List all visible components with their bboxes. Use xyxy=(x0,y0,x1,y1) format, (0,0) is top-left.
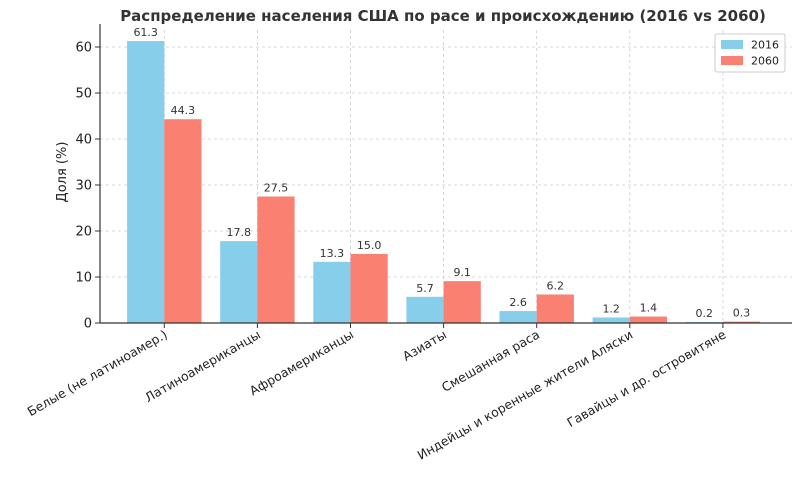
data-label-2060: 15.0 xyxy=(357,239,382,252)
y-tick-label: 50 xyxy=(75,87,92,102)
bar-2060 xyxy=(629,316,667,323)
y-tick-label: 20 xyxy=(75,225,92,240)
data-label-2060: 0.3 xyxy=(733,307,751,320)
bar-2016 xyxy=(592,317,630,323)
y-axis-label: Доля (%) xyxy=(55,142,70,203)
data-label-2060: 1.4 xyxy=(640,302,658,315)
data-label-2060: 27.5 xyxy=(264,182,289,195)
bar-2016 xyxy=(220,241,258,323)
data-label-2016: 5.7 xyxy=(416,282,434,295)
data-label-2060: 9.1 xyxy=(453,266,471,279)
y-tick-label: 0 xyxy=(84,317,92,332)
legend-swatch-2016 xyxy=(721,40,743,49)
x-tick-label: Афроамериканцы xyxy=(247,327,356,399)
bar-2060 xyxy=(257,196,295,323)
legend-label-2016: 2016 xyxy=(751,39,779,52)
data-label-2016: 2.6 xyxy=(509,296,527,309)
bar-2016 xyxy=(127,41,165,324)
y-tick-label: 60 xyxy=(75,41,92,56)
bars xyxy=(127,41,761,324)
legend: 2016 2060 xyxy=(714,33,786,73)
bar-2060 xyxy=(164,119,202,323)
grid xyxy=(100,30,792,323)
data-label-2016: 0.2 xyxy=(696,307,714,320)
bar-2016 xyxy=(406,296,444,323)
value-labels: 61.3 17.8 13.3 5.7 2.6 1.2 0.2 44.3 27.5 15.0 9.1 6… xyxy=(133,26,750,320)
data-label-2016: 13.3 xyxy=(320,247,345,260)
x-tick-label: Белые (не латиноамер.) xyxy=(25,327,170,419)
data-label-2060: 44.3 xyxy=(171,104,196,117)
bar-2060 xyxy=(536,294,574,323)
x-tick-label: Гавайцы и др. островитяне xyxy=(564,326,728,430)
bar-2060 xyxy=(722,321,761,323)
chart-title: Распределение населения США по расе и пр… xyxy=(120,7,766,25)
data-label-2016: 61.3 xyxy=(133,26,158,39)
bar-2016 xyxy=(313,261,351,323)
y-tick-label: 30 xyxy=(75,179,92,194)
x-tick-label: Азиаты xyxy=(400,327,449,364)
bar-2060 xyxy=(350,254,388,323)
y-tick-label: 10 xyxy=(75,271,92,286)
bar-2016 xyxy=(499,311,537,323)
data-label-2016: 1.2 xyxy=(602,302,620,315)
bar-2060 xyxy=(443,281,481,323)
data-label-2060: 6.2 xyxy=(547,279,565,292)
data-label-2016: 17.8 xyxy=(227,226,252,239)
y-tick-label: 40 xyxy=(75,133,92,148)
legend-swatch-2060 xyxy=(721,56,743,65)
legend-label-2060: 2060 xyxy=(751,55,779,68)
